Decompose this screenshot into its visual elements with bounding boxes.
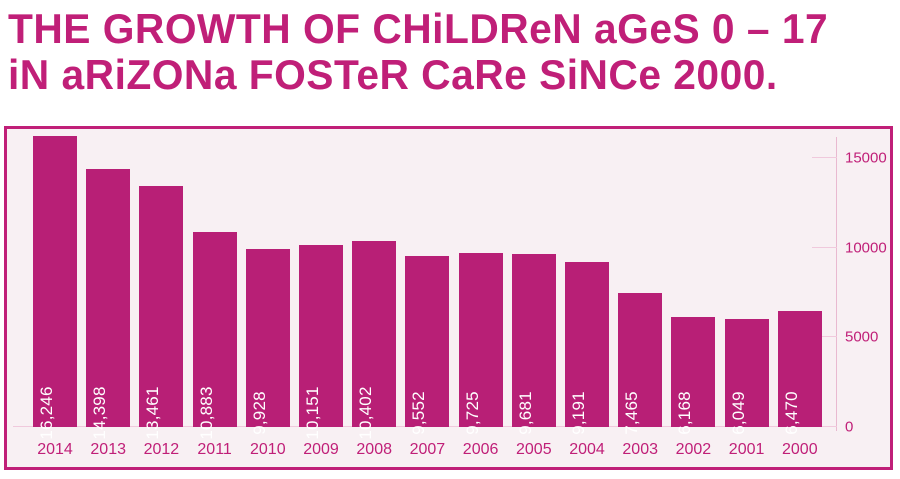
bar: 9,725 bbox=[458, 252, 503, 435]
bar: 16,246 bbox=[33, 136, 77, 440]
plot-area: 0 5000 10000 15000 16,246 2014 14,398 2013 13,4… bbox=[7, 129, 890, 467]
y-axis-tick bbox=[812, 157, 837, 159]
bar-value-label: 6,470 bbox=[781, 391, 801, 435]
bar: 6,049 bbox=[724, 318, 769, 435]
x-axis-label: 2011 bbox=[197, 441, 232, 458]
x-axis-label: 2010 bbox=[250, 441, 286, 458]
bar-value-label: 10,883 bbox=[196, 386, 216, 440]
bar: 10,402 bbox=[352, 240, 397, 440]
title-line-2: iN aRiZONa FOSTeR CaRe SiNCe 2000. bbox=[8, 51, 778, 98]
bar-value-label: 9,928 bbox=[249, 391, 269, 435]
x-axis-label: 2004 bbox=[569, 441, 605, 458]
bar-value-label: 6,168 bbox=[675, 391, 695, 435]
x-axis-label: 2005 bbox=[516, 441, 552, 458]
bar-value-label: 9,681 bbox=[515, 391, 535, 435]
x-axis-label: 2006 bbox=[462, 441, 499, 458]
x-axis-label: 2002 bbox=[675, 441, 712, 458]
bar: 14,398 bbox=[86, 169, 131, 440]
x-axis-label: 2009 bbox=[303, 441, 339, 458]
y-axis-tick-label: 15000 bbox=[845, 149, 887, 167]
page-title: THE GROWTH OF CHiLDReN aGeS 0 – 17 iN aR… bbox=[8, 6, 888, 98]
y-axis-tick-label: 10000 bbox=[845, 239, 887, 257]
bar: 10,883 bbox=[192, 232, 237, 440]
bar-value-label: 10,402 bbox=[356, 386, 376, 440]
x-axis-label: 2014 bbox=[37, 441, 73, 458]
x-axis-label: 2013 bbox=[90, 441, 126, 458]
bar-value-label: 9,191 bbox=[569, 391, 588, 435]
bar-value-label: 14,398 bbox=[90, 386, 110, 440]
bar: 13,461 bbox=[139, 185, 184, 440]
bar: 9,928 bbox=[245, 249, 290, 435]
bar-value-label: 10,151 bbox=[303, 386, 322, 440]
bar-value-label: 16,246 bbox=[37, 386, 56, 440]
bar: 9,191 bbox=[565, 262, 609, 435]
bar: 6,168 bbox=[671, 316, 716, 435]
bar: 7,465 bbox=[618, 293, 663, 435]
x-axis-label: 2012 bbox=[143, 441, 180, 458]
x-axis-label: 2001 bbox=[728, 441, 765, 458]
y-axis-spine bbox=[836, 137, 837, 431]
bar: 9,552 bbox=[405, 255, 450, 435]
y-axis-tick-label: 0 bbox=[845, 418, 854, 436]
y-axis-tick-label: 5000 bbox=[845, 328, 879, 346]
bar-value-label: 9,552 bbox=[409, 391, 429, 435]
bar: 10,151 bbox=[299, 245, 343, 440]
x-axis-label: 2003 bbox=[622, 441, 658, 458]
bar-value-label: 9,725 bbox=[462, 391, 482, 435]
y-axis-tick bbox=[812, 246, 837, 248]
y-axis-tick bbox=[812, 336, 837, 338]
chart-panel: 0 5000 10000 15000 16,246 2014 14,398 2013 13,4… bbox=[4, 126, 893, 470]
x-axis-label: 2008 bbox=[356, 441, 392, 458]
bar-value-label: 13,461 bbox=[143, 386, 163, 440]
bar: 9,681 bbox=[511, 253, 556, 435]
x-axis-label: 2000 bbox=[782, 441, 818, 458]
title-line-1: THE GROWTH OF CHiLDReN aGeS 0 – 17 bbox=[8, 5, 829, 52]
x-axis-label: 2007 bbox=[409, 441, 446, 458]
y-axis-tick bbox=[812, 426, 837, 427]
bar-value-label: 7,465 bbox=[622, 391, 642, 435]
bar: 6,470 bbox=[777, 311, 822, 435]
bar-value-label: 6,049 bbox=[728, 391, 748, 435]
